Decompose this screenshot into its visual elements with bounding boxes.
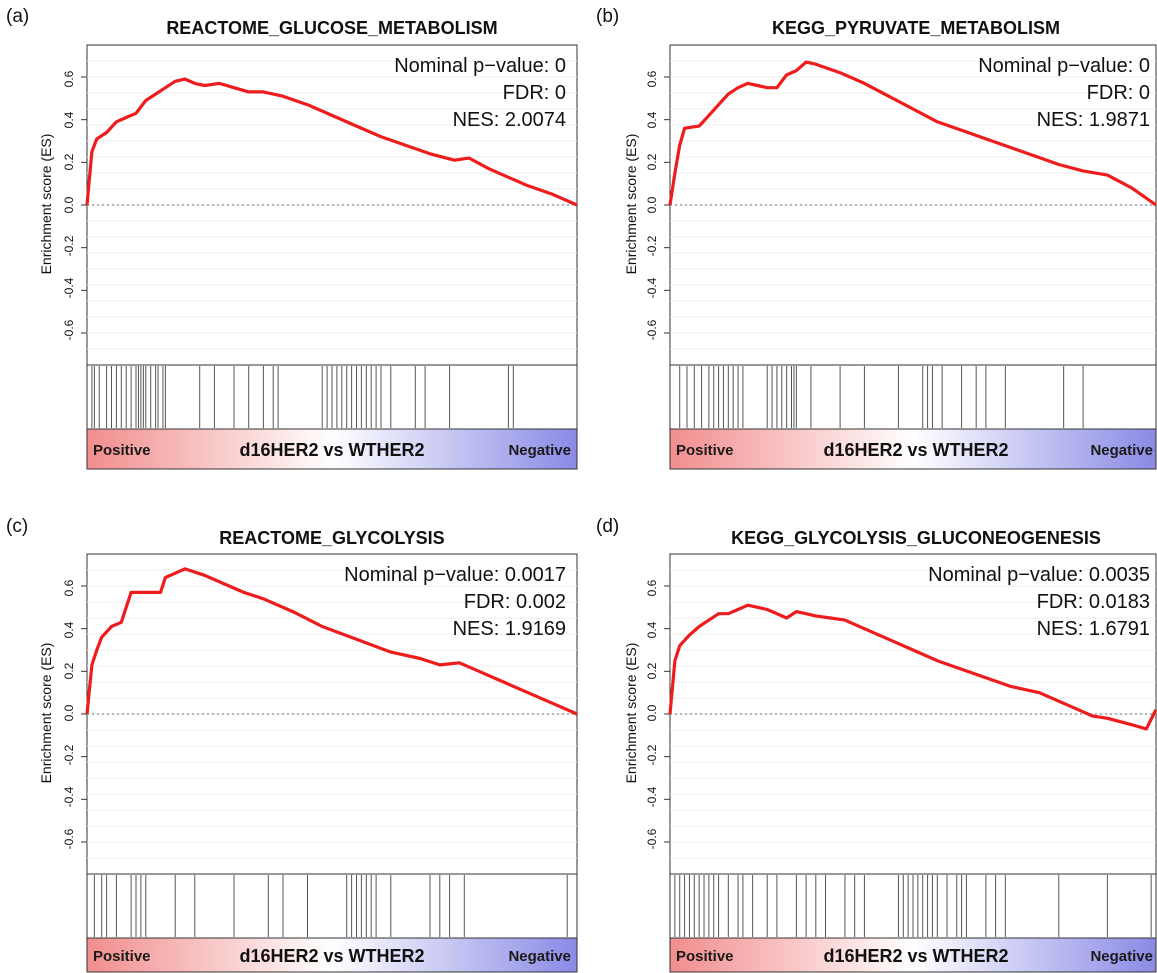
y-tick-label: 0.6 bbox=[62, 70, 76, 87]
es-series-line bbox=[668, 60, 1157, 207]
positive-label: Positive bbox=[676, 948, 734, 965]
y-tick-label: -0.6 bbox=[645, 319, 659, 340]
chart-title: REACTOME_GLUCOSE_METABOLISM bbox=[166, 18, 497, 38]
fdr-value: FDR: 0.002 bbox=[464, 591, 566, 613]
es-series-line bbox=[85, 567, 578, 716]
y-axis-label: Enrichment score (ES) bbox=[38, 134, 54, 275]
positive-label: Positive bbox=[93, 442, 151, 459]
y-tick-label: 0.4 bbox=[645, 111, 659, 128]
panel-label: (d) bbox=[596, 516, 619, 537]
chart-title: KEGG_GLYCOLYSIS_GLUCONEOGENESIS bbox=[731, 528, 1101, 548]
rank-gradient-bar bbox=[86, 937, 578, 973]
comparison-label: d16HER2 vs WTHER2 bbox=[239, 946, 424, 966]
chart-title: REACTOME_GLYCOLYSIS bbox=[219, 528, 444, 548]
panel-a: (a) REACTOME_GLUCOSE_METABOLISM Enrichme… bbox=[6, 6, 578, 470]
hit-marks bbox=[93, 875, 568, 937]
hit-marks bbox=[674, 875, 1152, 937]
y-tick-label: 0.6 bbox=[645, 70, 659, 87]
comparison-label: d16HER2 vs WTHER2 bbox=[823, 946, 1008, 966]
hit-strip bbox=[669, 364, 1157, 430]
panel-label: (b) bbox=[596, 6, 619, 27]
panel-label: (c) bbox=[6, 516, 28, 537]
y-tick-label: 0.4 bbox=[62, 621, 76, 638]
panel-b: (b) KEGG_PYRUVATE_METABOLISM Enrichment … bbox=[596, 6, 1157, 470]
nes-value: NES: 1.9169 bbox=[453, 618, 566, 640]
nominal-pvalue: Nominal p−value: 0.0035 bbox=[928, 564, 1150, 586]
y-tick-label: -0.2 bbox=[645, 235, 659, 256]
rank-gradient-bar bbox=[86, 428, 578, 470]
rank-gradient-bar bbox=[669, 428, 1157, 470]
panel-d: (d) KEGG_GLYCOLYSIS_GLUCONEOGENESIS Enri… bbox=[596, 516, 1157, 973]
y-tick-label: -0.6 bbox=[645, 828, 659, 849]
y-tick-label: 0.2 bbox=[645, 153, 659, 170]
es-plot bbox=[81, 567, 578, 859]
es-series-line bbox=[85, 77, 578, 207]
negative-label: Negative bbox=[508, 442, 571, 459]
fdr-value: FDR: 0 bbox=[503, 82, 566, 104]
y-tick-label: -0.2 bbox=[62, 235, 76, 256]
es-plot bbox=[664, 60, 1157, 350]
y-tick-labels: 0.6 0.4 0.2 0.0 -0.2 -0.4 -0.6 bbox=[645, 70, 659, 340]
nominal-pvalue: Nominal p−value: 0 bbox=[978, 55, 1150, 77]
y-tick-label: -0.2 bbox=[645, 744, 659, 765]
positive-label: Positive bbox=[93, 948, 151, 965]
panel-c: (c) REACTOME_GLYCOLYSIS Enrichment score… bbox=[6, 516, 578, 973]
fdr-value: FDR: 0.0183 bbox=[1037, 591, 1150, 613]
y-tick-labels: 0.6 0.4 0.2 0.0 -0.2 -0.4 -0.6 bbox=[62, 579, 76, 849]
negative-label: Negative bbox=[508, 948, 571, 965]
es-series-line bbox=[668, 603, 1157, 731]
nes-value: NES: 1.9871 bbox=[1037, 109, 1150, 131]
rank-gradient-bar bbox=[669, 937, 1157, 973]
y-tick-label: 0.0 bbox=[645, 196, 659, 213]
panel-label: (a) bbox=[6, 6, 29, 27]
y-axis-label: Enrichment score (ES) bbox=[623, 643, 639, 784]
y-tick-label: -0.4 bbox=[645, 786, 659, 807]
fdr-value: FDR: 0 bbox=[1087, 82, 1150, 104]
nes-value: NES: 2.0074 bbox=[453, 109, 566, 131]
y-tick-label: 0.6 bbox=[62, 579, 76, 596]
y-tick-label: 0.0 bbox=[62, 704, 76, 721]
y-tick-labels: 0.6 0.4 0.2 0.0 -0.2 -0.4 -0.6 bbox=[62, 70, 76, 340]
es-plot bbox=[664, 569, 1157, 859]
y-tick-label: 0.0 bbox=[645, 704, 659, 721]
hit-strip bbox=[86, 873, 578, 939]
y-tick-label: -0.6 bbox=[62, 319, 76, 340]
comparison-label: d16HER2 vs WTHER2 bbox=[823, 440, 1008, 460]
hit-marks bbox=[91, 366, 514, 428]
y-tick-labels: 0.6 0.4 0.2 0.0 -0.2 -0.4 -0.6 bbox=[645, 579, 659, 849]
y-tick-label: 0.2 bbox=[62, 662, 76, 679]
chart-title: KEGG_PYRUVATE_METABOLISM bbox=[772, 18, 1060, 38]
y-tick-label: -0.4 bbox=[62, 786, 76, 807]
y-tick-label: 0.0 bbox=[62, 196, 76, 213]
negative-label: Negative bbox=[1090, 442, 1153, 459]
y-tick-label: -0.4 bbox=[645, 277, 659, 298]
positive-label: Positive bbox=[676, 442, 734, 459]
nes-value: NES: 1.6791 bbox=[1037, 618, 1150, 640]
y-axis-label: Enrichment score (ES) bbox=[623, 134, 639, 275]
nominal-pvalue: Nominal p−value: 0 bbox=[394, 55, 566, 77]
y-tick-label: 0.2 bbox=[645, 662, 659, 679]
comparison-label: d16HER2 vs WTHER2 bbox=[239, 440, 424, 460]
y-tick-label: 0.4 bbox=[645, 621, 659, 638]
y-tick-label: 0.4 bbox=[62, 111, 76, 128]
y-tick-label: 0.6 bbox=[645, 579, 659, 596]
y-tick-label: -0.4 bbox=[62, 277, 76, 298]
y-tick-label: -0.2 bbox=[62, 744, 76, 765]
hit-marks bbox=[679, 366, 1084, 428]
nominal-pvalue: Nominal p−value: 0.0017 bbox=[344, 564, 566, 586]
y-tick-label: 0.2 bbox=[62, 153, 76, 170]
y-axis-label: Enrichment score (ES) bbox=[38, 643, 54, 784]
es-plot bbox=[81, 60, 578, 350]
negative-label: Negative bbox=[1090, 948, 1153, 965]
y-tick-label: -0.6 bbox=[62, 828, 76, 849]
